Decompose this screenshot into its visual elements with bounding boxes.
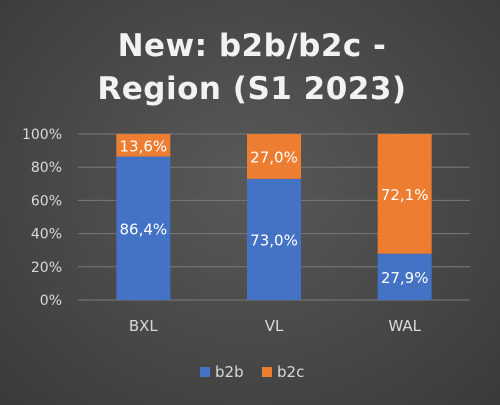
y-tick-label: 100% (22, 127, 62, 143)
legend-label: b2b (215, 363, 244, 381)
bar-b2b-wal (377, 253, 432, 300)
x-category-label: WAL (388, 317, 421, 335)
chart-title-line-2: Region (S1 2023) (97, 71, 406, 107)
legend: b2b b2c (200, 363, 304, 381)
legend-swatch-b2b (200, 367, 210, 377)
y-axis-tick-labels: 0% 20% 40% 60% 80% 100% (22, 127, 62, 309)
bar-b2c-vl (247, 134, 301, 179)
y-tick-label: 40% (31, 227, 62, 243)
y-tick-label: 80% (31, 160, 62, 176)
data-label: 73,0% (250, 231, 298, 249)
bar-b2b-vl (247, 178, 301, 300)
data-label: 86,4% (120, 220, 168, 238)
data-label: 27,0% (250, 148, 298, 166)
x-category-label: BXL (129, 317, 159, 335)
legend-label: b2c (277, 363, 304, 381)
bars: 86,4% 13,6% 73,0% 27,0% 27,9% 72,1% (116, 134, 432, 300)
chart-title: New: b2b/b2c - Region (S1 2023) (97, 28, 406, 107)
y-tick-label: 60% (31, 193, 62, 209)
chart-title-line-1: New: b2b/b2c - (118, 28, 387, 64)
bar-b2c-wal (377, 134, 432, 254)
data-label: 27,9% (381, 269, 429, 287)
legend-swatch-b2c (262, 367, 272, 377)
bar-b2b-bxl (116, 156, 171, 300)
x-axis-category-labels: BXL VL WAL (129, 317, 422, 335)
bar-b2c-bxl (116, 134, 171, 157)
y-tick-label: 20% (31, 260, 62, 276)
data-label: 13,6% (120, 137, 168, 155)
data-label: 72,1% (381, 186, 429, 204)
x-category-label: VL (265, 317, 284, 335)
y-tick-label: 0% (40, 293, 62, 309)
